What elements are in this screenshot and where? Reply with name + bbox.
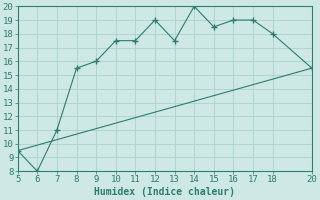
X-axis label: Humidex (Indice chaleur): Humidex (Indice chaleur) (94, 187, 235, 197)
